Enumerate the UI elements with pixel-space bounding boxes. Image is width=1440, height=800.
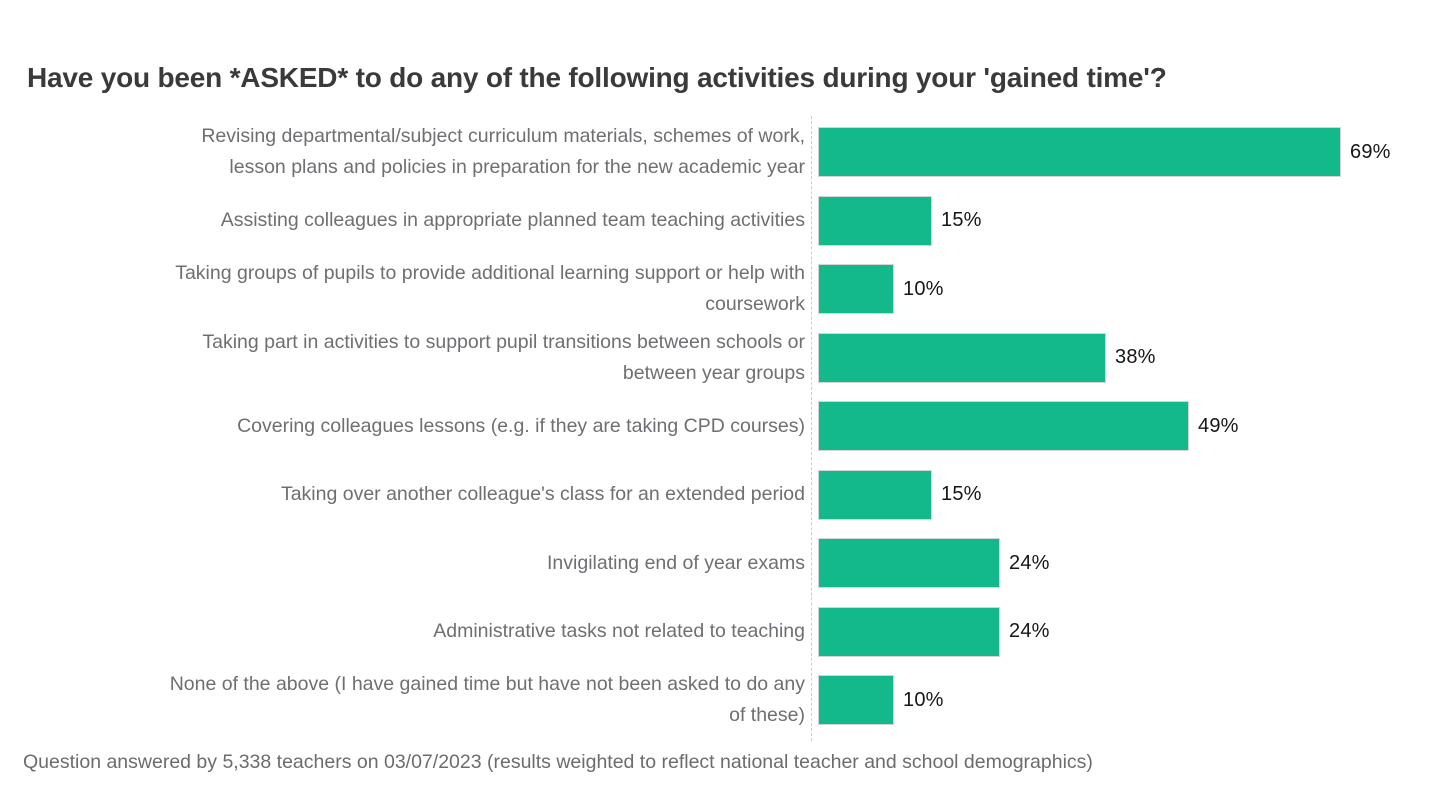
bar-row: Administrative tasks not related to teac… <box>0 598 1440 667</box>
value-label: 15% <box>941 483 982 506</box>
value-label: 24% <box>1009 620 1050 643</box>
category-label: None of the above (I have gained time bu… <box>169 673 805 727</box>
bar <box>818 469 932 520</box>
bar <box>818 538 1000 589</box>
bar-row: None of the above (I have gained time bu… <box>0 666 1440 735</box>
bar <box>818 332 1106 383</box>
value-label: 69% <box>1350 140 1391 163</box>
bar <box>818 401 1189 452</box>
category-label: Covering colleagues lessons (e.g. if the… <box>237 414 805 437</box>
axis-baseline <box>811 116 812 741</box>
bar <box>818 127 1341 178</box>
value-label: 15% <box>941 209 982 232</box>
bar-rows: Revising departmental/subject curriculum… <box>0 118 1440 735</box>
category-label: Taking over another colleague's class fo… <box>280 483 805 506</box>
bar-chart: Revising departmental/subject curriculum… <box>0 116 1440 741</box>
bar <box>818 195 932 246</box>
category-label: Revising departmental/subject curriculum… <box>201 125 805 179</box>
bar-area: 15% <box>818 469 982 520</box>
category-label: Invigilating end of year exams <box>547 551 805 574</box>
bar-row: Revising departmental/subject curriculum… <box>0 118 1440 187</box>
bar-row: Taking groups of pupils to provide addit… <box>0 255 1440 324</box>
value-label: 10% <box>903 277 944 300</box>
bar-row: Covering colleagues lessons (e.g. if the… <box>0 392 1440 461</box>
value-label: 24% <box>1009 551 1050 574</box>
bar <box>818 675 894 726</box>
bar <box>818 606 1000 657</box>
bar-area: 38% <box>818 332 1156 383</box>
bar-area: 24% <box>818 538 1050 589</box>
category-label: Taking groups of pupils to provide addit… <box>175 262 805 316</box>
category-label: Administrative tasks not related to teac… <box>433 620 805 643</box>
bar <box>818 264 894 315</box>
value-label: 38% <box>1115 346 1156 369</box>
bar-area: 10% <box>818 675 944 726</box>
value-label: 10% <box>903 688 944 711</box>
chart-title: Have you been *ASKED* to do any of the f… <box>27 62 1167 93</box>
bar-area: 10% <box>818 264 944 315</box>
bar-row: Taking over another colleague's class fo… <box>0 461 1440 530</box>
bar-row: Taking part in activities to support pup… <box>0 324 1440 393</box>
value-label: 49% <box>1198 414 1239 437</box>
bar-row: Assisting colleagues in appropriate plan… <box>0 187 1440 256</box>
category-label: Taking part in activities to support pup… <box>202 330 805 384</box>
footnote: Question answered by 5,338 teachers on 0… <box>23 751 1093 773</box>
bar-row: Invigilating end of year exams 24% <box>0 529 1440 598</box>
category-label: Assisting colleagues in appropriate plan… <box>220 209 805 232</box>
bar-area: 69% <box>818 127 1391 178</box>
bar-area: 24% <box>818 606 1050 657</box>
bar-area: 49% <box>818 401 1239 452</box>
bar-area: 15% <box>818 195 982 246</box>
